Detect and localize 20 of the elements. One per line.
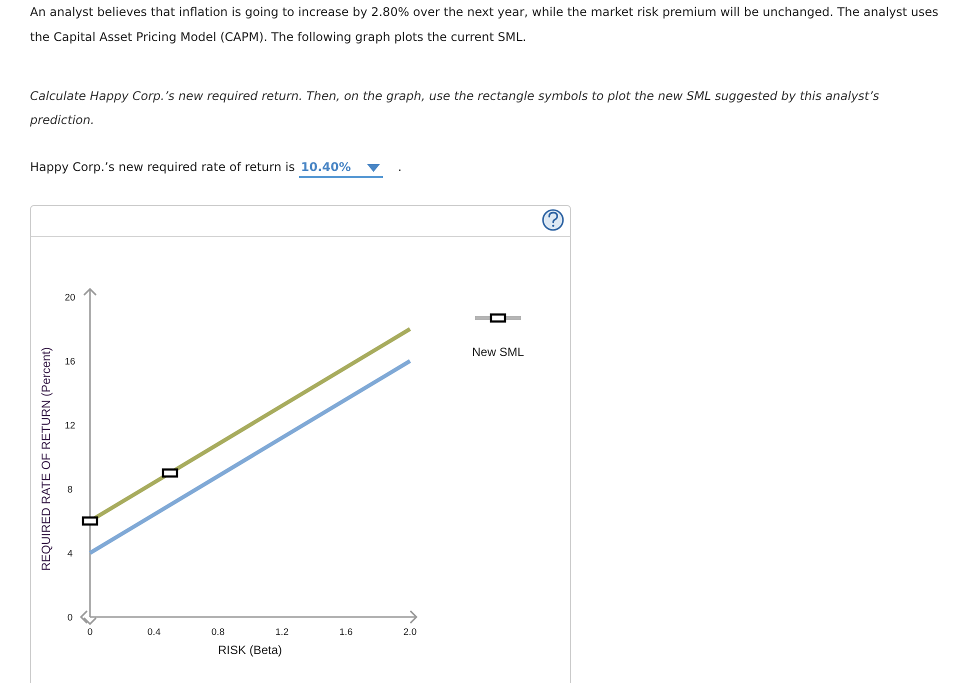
y-tick-label: 0 [67,612,73,624]
text: An analyst believes that inflation is going to increase by 2.80% over the next year, while the market risk premium will be unchanged. The analyst uses the Capital Asset Pricing Model (CAPM). The following graph plots the current SML. [30,4,940,46]
y-tick-label: 8 [67,484,73,496]
y-tick-label: 16 [64,356,76,368]
text: Happy Corp.’s new required rate of return is [30,160,295,174]
text: . [398,160,402,174]
x-axis-title: RISK (Beta) [218,643,282,657]
x-tick-label: 1.2 [275,627,289,638]
y-tick-label: 20 [64,292,76,304]
x-tick-label: 0 [87,627,93,638]
text: Calculate Happy Corp.’s new required return. Then, on the graph, use the rectangle symbols to plot the new SML suggested by this analyst’s prediction. [30,88,880,129]
y-axis-title: REQUIRED RATE OF RETURN (Percent) [39,347,53,571]
y-tick-label: 12 [64,420,76,432]
x-tick-label: 0.8 [211,627,225,638]
x-tick-label: 2.0 [403,627,417,638]
dropdown: 10.40% [298,158,383,178]
text: New SML [472,345,524,359]
x-tick-label: 1.6 [339,627,353,638]
y-tick-label: 4 [67,548,73,560]
x-tick-label: 0.4 [147,627,161,638]
